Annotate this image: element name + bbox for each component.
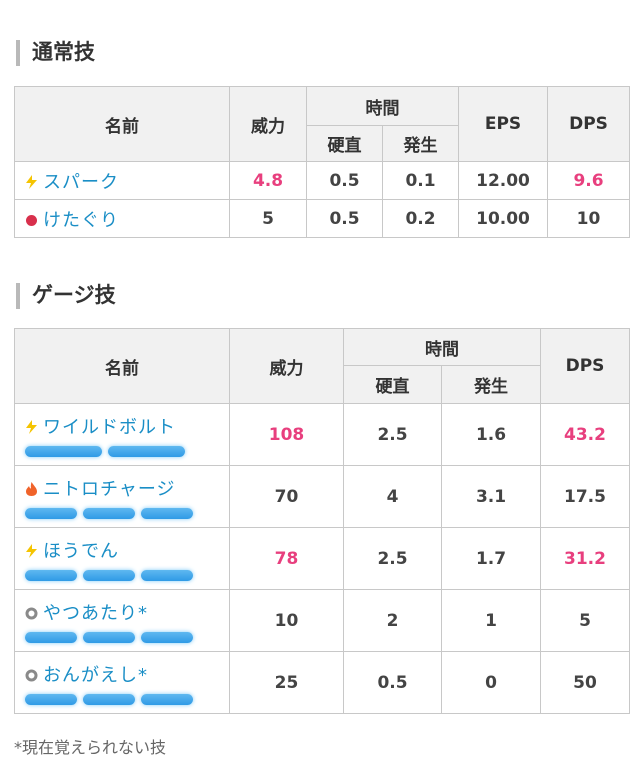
fighting-fist-icon xyxy=(25,212,38,226)
header-dps: DPS xyxy=(540,328,630,404)
power-value: 4.8 xyxy=(229,161,307,200)
startup-value: 1.7 xyxy=(441,527,541,590)
charge-moves-table: 名前 威力 時間 DPS 硬直 発生 ワイルドボルト 108 2.5 1.6 4… xyxy=(14,328,630,714)
energy-gauge xyxy=(25,693,229,705)
cooldown-value: 4 xyxy=(343,465,442,528)
eps-value: 10.00 xyxy=(458,199,548,238)
normal-moves-table: 名前 威力 時間 EPS DPS 硬直 発生 スパーク 4.8 0.5 0.1 … xyxy=(14,86,630,238)
table-row: やつあたり* 10 2 1 5 xyxy=(14,589,630,652)
header-time: 時間 xyxy=(306,86,459,126)
footnote: *現在覚えられない技 xyxy=(14,738,167,757)
header-dps: DPS xyxy=(547,86,630,162)
electric-bolt-icon xyxy=(25,543,38,558)
dps-value: 50 xyxy=(540,651,630,714)
electric-bolt-icon xyxy=(25,174,38,189)
normal-ring-icon xyxy=(25,667,38,681)
energy-gauge xyxy=(25,631,229,643)
eps-value: 12.00 xyxy=(458,161,548,200)
move-link[interactable]: スパーク xyxy=(43,171,119,193)
normal-ring-icon xyxy=(25,605,38,619)
header-time: 時間 xyxy=(343,328,541,366)
startup-value: 1.6 xyxy=(441,403,541,466)
power-value: 10 xyxy=(229,589,344,652)
power-value: 108 xyxy=(229,403,344,466)
cooldown-value: 0.5 xyxy=(343,651,442,714)
cooldown-value: 0.5 xyxy=(306,199,383,238)
header-startup: 発生 xyxy=(441,365,541,404)
dps-value: 9.6 xyxy=(547,161,630,200)
header-startup: 発生 xyxy=(382,125,459,162)
move-link[interactable]: ニトロチャージ xyxy=(43,478,176,500)
header-power: 威力 xyxy=(229,328,344,404)
move-link[interactable]: やつあたり* xyxy=(43,602,148,624)
startup-value: 1 xyxy=(441,589,541,652)
table-row: ワイルドボルト 108 2.5 1.6 43.2 xyxy=(14,403,630,466)
move-link[interactable]: けたぐり xyxy=(43,209,119,231)
move-link[interactable]: おんがえし* xyxy=(43,664,148,686)
header-eps: EPS xyxy=(458,86,548,162)
cooldown-value: 2.5 xyxy=(343,527,442,590)
table-row: ニトロチャージ 70 4 3.1 17.5 xyxy=(14,465,630,528)
electric-bolt-icon xyxy=(25,419,38,434)
header-name: 名前 xyxy=(14,86,230,162)
header-name: 名前 xyxy=(14,328,230,404)
startup-value: 3.1 xyxy=(441,465,541,528)
power-value: 25 xyxy=(229,651,344,714)
dps-value: 31.2 xyxy=(540,527,630,590)
energy-gauge xyxy=(25,569,229,581)
power-value: 78 xyxy=(229,527,344,590)
dps-value: 10 xyxy=(547,199,630,238)
dps-value: 17.5 xyxy=(540,465,630,528)
header-cooldown: 硬直 xyxy=(343,365,442,404)
cooldown-value: 2.5 xyxy=(343,403,442,466)
power-value: 70 xyxy=(229,465,344,528)
table-row: ほうでん 78 2.5 1.7 31.2 xyxy=(14,527,630,590)
section-title-charge-moves: ゲージ技 xyxy=(16,281,116,309)
startup-value: 0 xyxy=(441,651,541,714)
move-link[interactable]: ワイルドボルト xyxy=(43,416,176,438)
header-power: 威力 xyxy=(229,86,307,162)
cooldown-value: 2 xyxy=(343,589,442,652)
startup-value: 0.1 xyxy=(382,161,459,200)
table-row: おんがえし* 25 0.5 0 50 xyxy=(14,651,630,714)
power-value: 5 xyxy=(229,199,307,238)
dps-value: 43.2 xyxy=(540,403,630,466)
cooldown-value: 0.5 xyxy=(306,161,383,200)
header-cooldown: 硬直 xyxy=(306,125,383,162)
table-row: けたぐり 5 0.5 0.2 10.00 10 xyxy=(14,199,630,238)
move-link[interactable]: ほうでん xyxy=(43,540,119,562)
fire-flame-icon xyxy=(25,481,38,496)
energy-gauge xyxy=(25,445,229,457)
energy-gauge xyxy=(25,507,229,519)
table-row: スパーク 4.8 0.5 0.1 12.00 9.6 xyxy=(14,161,630,200)
dps-value: 5 xyxy=(540,589,630,652)
section-title-normal-moves: 通常技 xyxy=(16,38,95,66)
startup-value: 0.2 xyxy=(382,199,459,238)
